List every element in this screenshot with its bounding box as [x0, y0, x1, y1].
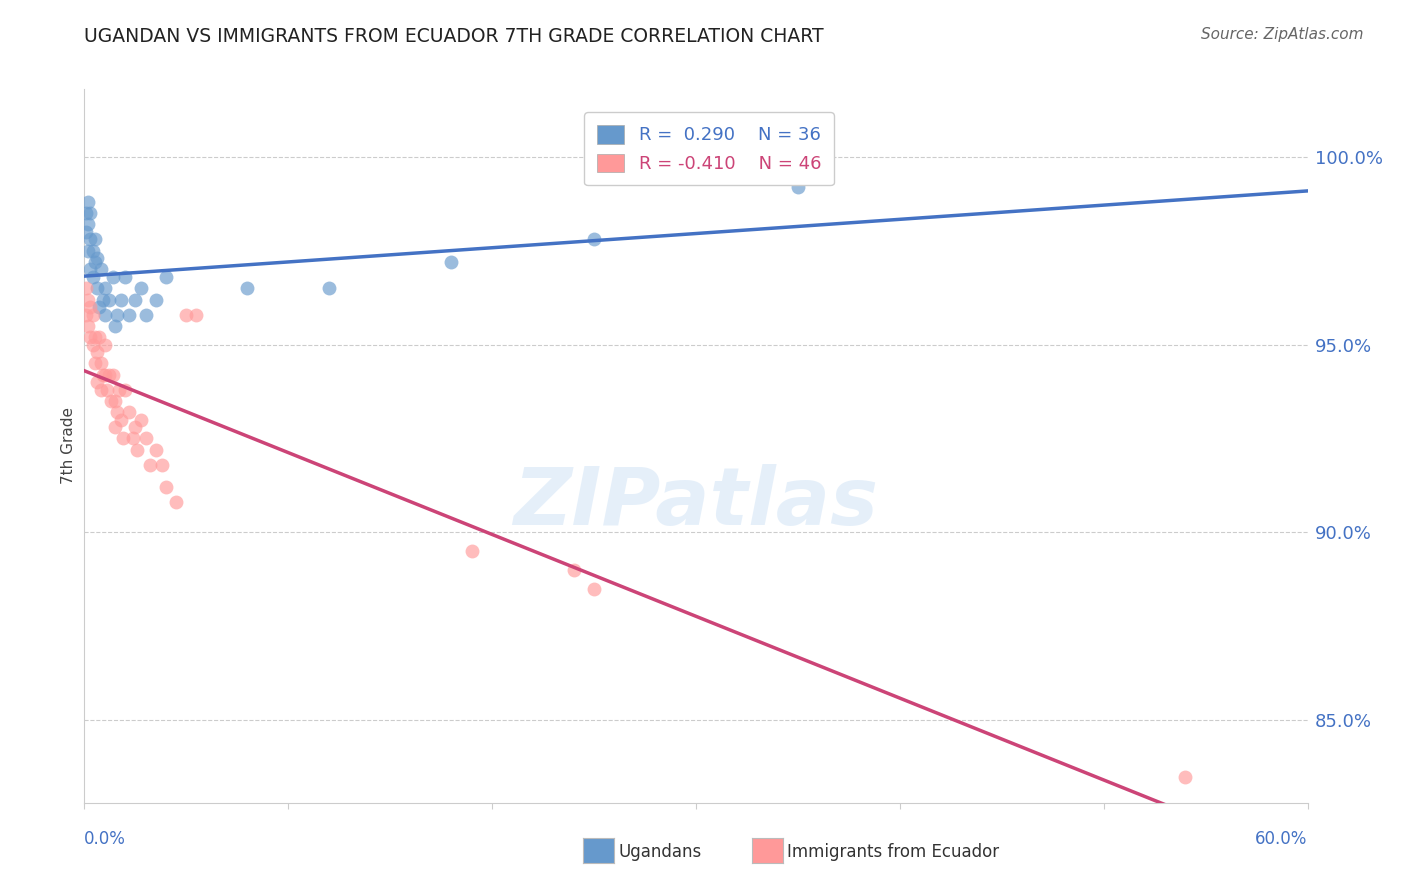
Point: [83, 330, 105, 344]
Point: [583, 232, 606, 246]
Point: [90, 356, 112, 370]
Point: [135, 308, 157, 322]
Point: [77, 293, 100, 307]
Point: [77, 218, 100, 232]
Point: [461, 544, 484, 558]
Point: [93, 281, 117, 295]
Point: [236, 281, 259, 295]
Point: [82, 270, 104, 285]
Point: [104, 420, 127, 434]
Point: [174, 308, 197, 322]
Point: [145, 442, 167, 457]
Text: Immigrants from Ecuador: Immigrants from Ecuador: [787, 843, 1000, 861]
Point: [86, 345, 108, 359]
Point: [122, 432, 145, 446]
Point: [155, 270, 177, 285]
Point: [145, 293, 167, 307]
Point: [440, 255, 463, 269]
Point: [87, 300, 110, 314]
Point: [150, 458, 173, 472]
Point: [75, 308, 97, 322]
Point: [86, 251, 108, 265]
Point: [86, 281, 108, 295]
Point: [79, 206, 101, 220]
Point: [108, 383, 131, 397]
Point: [75, 206, 97, 220]
Point: [155, 480, 177, 494]
Point: [75, 225, 97, 239]
Point: [79, 232, 101, 246]
Text: Source: ZipAtlas.com: Source: ZipAtlas.com: [1201, 27, 1364, 42]
Legend: R =  0.290    N = 36, R = -0.410    N = 46: R = 0.290 N = 36, R = -0.410 N = 46: [585, 112, 834, 186]
Point: [100, 393, 122, 408]
Point: [127, 442, 149, 457]
Point: [131, 281, 153, 295]
Point: [79, 300, 101, 314]
Point: [118, 405, 141, 419]
Point: [105, 405, 128, 419]
Point: [1174, 770, 1197, 784]
Text: UGANDAN VS IMMIGRANTS FROM ECUADOR 7TH GRADE CORRELATION CHART: UGANDAN VS IMMIGRANTS FROM ECUADOR 7TH G…: [84, 27, 824, 45]
Point: [114, 383, 136, 397]
Y-axis label: 7th Grade: 7th Grade: [60, 408, 76, 484]
Point: [91, 293, 114, 307]
Point: [104, 318, 127, 333]
Point: [90, 262, 112, 277]
Point: [83, 356, 105, 370]
Point: [131, 413, 153, 427]
Point: [91, 368, 114, 382]
Point: [318, 281, 340, 295]
Point: [186, 308, 208, 322]
Point: [97, 368, 120, 382]
Point: [86, 375, 108, 389]
Point: [105, 308, 128, 322]
Point: [87, 330, 110, 344]
Point: [90, 383, 112, 397]
Point: [114, 270, 136, 285]
Point: [97, 293, 120, 307]
Point: [82, 244, 104, 258]
Point: [101, 368, 124, 382]
Point: [82, 308, 104, 322]
Point: [135, 432, 157, 446]
Point: [110, 293, 132, 307]
Point: [82, 337, 104, 351]
Point: [124, 420, 146, 434]
Point: [118, 308, 141, 322]
Point: [79, 262, 101, 277]
Point: [77, 318, 100, 333]
Point: [93, 368, 117, 382]
Point: [562, 563, 585, 577]
Point: [93, 308, 117, 322]
Point: [96, 383, 118, 397]
Text: Ugandans: Ugandans: [619, 843, 702, 861]
Point: [101, 270, 124, 285]
Point: [124, 293, 146, 307]
Point: [110, 413, 132, 427]
Point: [77, 244, 100, 258]
Point: [75, 281, 97, 295]
Point: [83, 232, 105, 246]
Point: [83, 255, 105, 269]
Point: [138, 458, 160, 472]
Point: [93, 337, 117, 351]
Point: [79, 330, 101, 344]
Text: 0.0%: 0.0%: [84, 830, 127, 847]
Point: [583, 582, 606, 596]
Point: [77, 194, 100, 209]
Text: ZIPatlas: ZIPatlas: [513, 464, 879, 542]
Text: 60.0%: 60.0%: [1256, 830, 1308, 847]
Point: [787, 179, 810, 194]
Point: [104, 393, 127, 408]
Point: [112, 432, 135, 446]
Point: [165, 495, 187, 509]
